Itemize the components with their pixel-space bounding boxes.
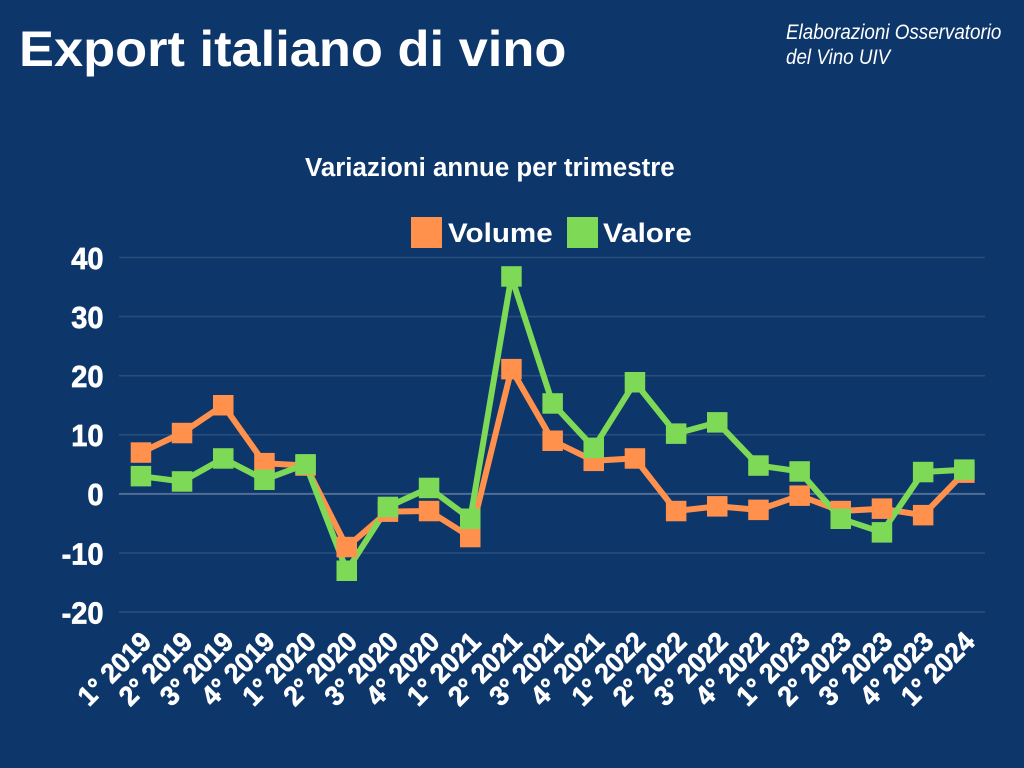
svg-text:-20: -20 xyxy=(62,597,104,631)
svg-text:40: 40 xyxy=(71,242,103,276)
svg-text:-10: -10 xyxy=(62,538,104,572)
svg-text:20: 20 xyxy=(71,360,103,394)
svg-text:0: 0 xyxy=(87,479,103,513)
svg-text:30: 30 xyxy=(71,301,103,335)
svg-text:10: 10 xyxy=(71,419,103,453)
